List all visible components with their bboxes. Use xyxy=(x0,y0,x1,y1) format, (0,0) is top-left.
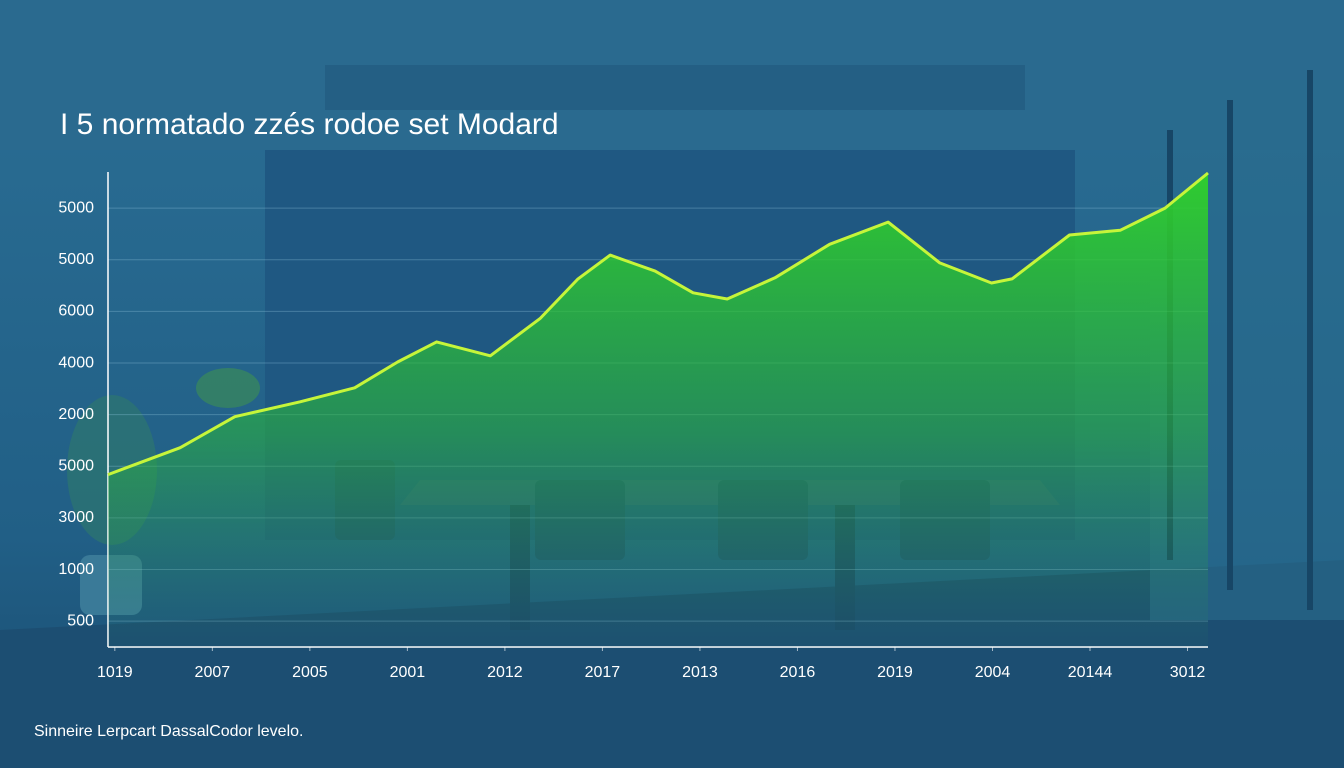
y-tick-label: 5000 xyxy=(58,251,94,268)
footnote: Sinneire Lerpcart DassalCodor levelo. xyxy=(34,723,303,740)
x-tick-label: 2013 xyxy=(682,664,718,681)
x-tick-label: 2004 xyxy=(975,664,1011,681)
x-tick-label: 2001 xyxy=(390,664,426,681)
y-tick-label: 5000 xyxy=(58,458,94,475)
y-tick-label: 3000 xyxy=(58,509,94,526)
y-tick-label: 1000 xyxy=(58,561,94,578)
y-tick-label: 5000 xyxy=(58,199,94,216)
ceiling-recess xyxy=(325,65,1025,110)
line xyxy=(107,171,1209,477)
x-tick-label: 3012 xyxy=(1170,664,1206,681)
x-tick-label: 1019 xyxy=(97,664,133,681)
x-tick-label: 2005 xyxy=(292,664,328,681)
plant xyxy=(196,368,260,408)
area xyxy=(108,173,1208,647)
x-tick-label: 2019 xyxy=(877,664,913,681)
x-tick-label: 2012 xyxy=(487,664,523,681)
x-tick-label: 2016 xyxy=(780,664,816,681)
y-tick-label: 2000 xyxy=(58,406,94,423)
y-tick-label: 500 xyxy=(67,612,94,629)
y-tick-label: 6000 xyxy=(58,303,94,320)
y-tick-label: 4000 xyxy=(58,354,94,371)
x-tick-label: 2007 xyxy=(195,664,231,681)
x-tick-label: 20144 xyxy=(1068,664,1113,681)
x-tick-label: 2017 xyxy=(585,664,621,681)
chart-title: I 5 normatado zzés rodoe set Modard xyxy=(60,108,559,141)
